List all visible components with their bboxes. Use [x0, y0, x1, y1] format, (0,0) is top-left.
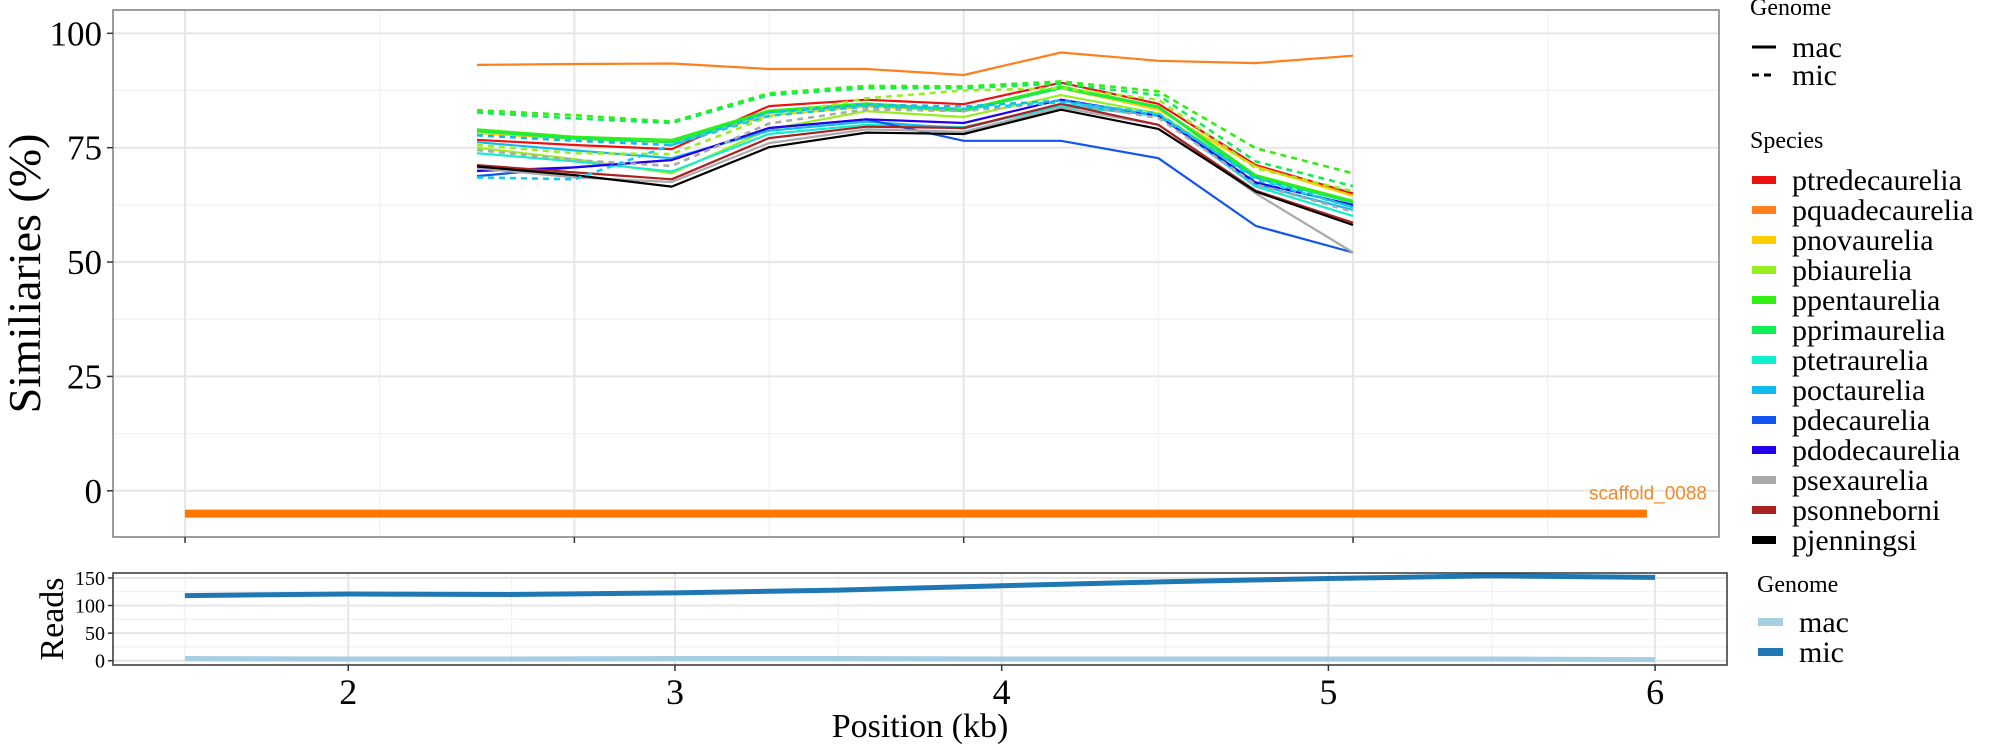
legend-label-pbiaurelia: pbiaurelia: [1792, 254, 1912, 287]
legend-title-species: Species: [1750, 128, 1823, 154]
legend-label-poctaurelia: poctaurelia: [1792, 374, 1925, 407]
legend-title-genome-linetype: Genome: [1750, 0, 1831, 21]
legend-label-ppentaurelia: ppentaurelia: [1792, 284, 1940, 317]
y-tick-label: 50: [67, 243, 102, 282]
legend-label-pdecaurelia: pdecaurelia: [1792, 404, 1930, 437]
legend-label-pprimaurelia: pprimaurelia: [1792, 314, 1945, 347]
legend-swatch-pnovaurelia: [1752, 236, 1776, 244]
legend-swatch-pdodecaurelia: [1752, 446, 1776, 454]
legend-swatch-reads-mac: [1758, 618, 1783, 626]
y-tick-label: 100: [75, 596, 105, 618]
legend-swatch-psexaurelia: [1752, 476, 1776, 484]
similarity-grid: [113, 10, 1719, 537]
x-tick-label: 2: [339, 672, 357, 712]
legend-swatch-pdecaurelia: [1752, 416, 1776, 424]
legend-swatch-reads-mic: [1758, 648, 1783, 656]
y-tick-label: 75: [67, 129, 102, 168]
legend-label-pquadecaurelia: pquadecaurelia: [1792, 194, 1974, 227]
legend-label-ptetraurelia: ptetraurelia: [1792, 344, 1929, 377]
series-line-ptetraurelia-mic: [476, 100, 1354, 209]
x-axis-label: Position (kb): [832, 708, 1009, 745]
series-line-pquadecaurelia-mac: [476, 51, 1354, 77]
legend-swatch-poctaurelia: [1752, 386, 1776, 394]
series-line-pprimaurelia-mac: [476, 87, 1354, 204]
reads-line-mac: [184, 656, 1656, 663]
y-tick-label: 0: [95, 651, 105, 673]
legend-label-reads-mic: mic: [1799, 636, 1844, 669]
reads-line-mic: [184, 573, 1656, 599]
similarity-series: [476, 51, 1354, 254]
series-line-poctaurelia-mic: [476, 99, 1354, 209]
x-tick-label: 5: [1319, 672, 1337, 712]
y-tick-label: 150: [75, 568, 105, 590]
legend-label-reads-mac: mac: [1799, 606, 1849, 639]
y-tick-label: 50: [85, 623, 105, 645]
legends: GenomemacmicSpeciesptredecaureliapquadec…: [1750, 0, 1974, 669]
similarity-y-axis-label: Similiaries (%): [0, 134, 50, 414]
x-tick-label: 4: [993, 672, 1011, 712]
reads-panel: 0 50 100 150 2 3 4 5 6 Reads Position (kb): [34, 568, 1728, 745]
x-tick-label: 3: [666, 672, 684, 712]
legend-title-genome-reads: Genome: [1757, 572, 1838, 598]
series-line-pprimaurelia-mic: [476, 82, 1354, 188]
legend-swatch-ptredecaurelia: [1752, 176, 1776, 184]
legend-label-psexaurelia: psexaurelia: [1792, 464, 1929, 497]
legend-swatch-pjenningsi: [1752, 536, 1776, 544]
legend-swatch-ptetraurelia: [1752, 356, 1776, 364]
y-tick-label: 0: [85, 472, 103, 511]
legend-label-mac: mac: [1792, 31, 1842, 64]
scaffold-annotation: scaffold_0088: [185, 484, 1707, 518]
scaffold-label: scaffold_0088: [1589, 484, 1707, 505]
series-line-ppentaurelia-mic: [476, 80, 1354, 175]
legend-swatch-ppentaurelia: [1752, 296, 1776, 304]
reads-y-axis-label: Reads: [34, 577, 71, 660]
legend-swatch-pquadecaurelia: [1752, 206, 1776, 214]
legend-label-ptredecaurelia: ptredecaurelia: [1792, 164, 1962, 197]
legend-swatch-pbiaurelia: [1752, 266, 1776, 274]
legend-label-mic: mic: [1792, 59, 1837, 92]
legend-swatch-psonneborni: [1752, 506, 1776, 514]
legend-swatch-pprimaurelia: [1752, 326, 1776, 334]
y-tick-label: 25: [67, 357, 102, 396]
reads-series: [184, 573, 1656, 663]
legend-label-pdodecaurelia: pdodecaurelia: [1792, 434, 1960, 467]
series-line-psonneborni-mac: [476, 102, 1354, 224]
legend-label-pjenningsi: pjenningsi: [1792, 524, 1917, 557]
series-line-pjenningsi-mac: [476, 108, 1354, 227]
legend-label-psonneborni: psonneborni: [1792, 494, 1940, 527]
reads-panel-border: [112, 572, 1728, 666]
legend-label-pnovaurelia: pnovaurelia: [1792, 224, 1934, 257]
x-tick-label: 6: [1646, 672, 1664, 712]
y-tick-label: 100: [50, 14, 103, 53]
series-line-pbiaurelia-mic: [476, 86, 1354, 193]
similarity-axes: 0 25 50 75 100: [50, 14, 1354, 543]
reads-axes: 0 50 100 150 2 3 4 5 6: [75, 568, 1664, 712]
similarity-panel-border: [112, 9, 1720, 538]
